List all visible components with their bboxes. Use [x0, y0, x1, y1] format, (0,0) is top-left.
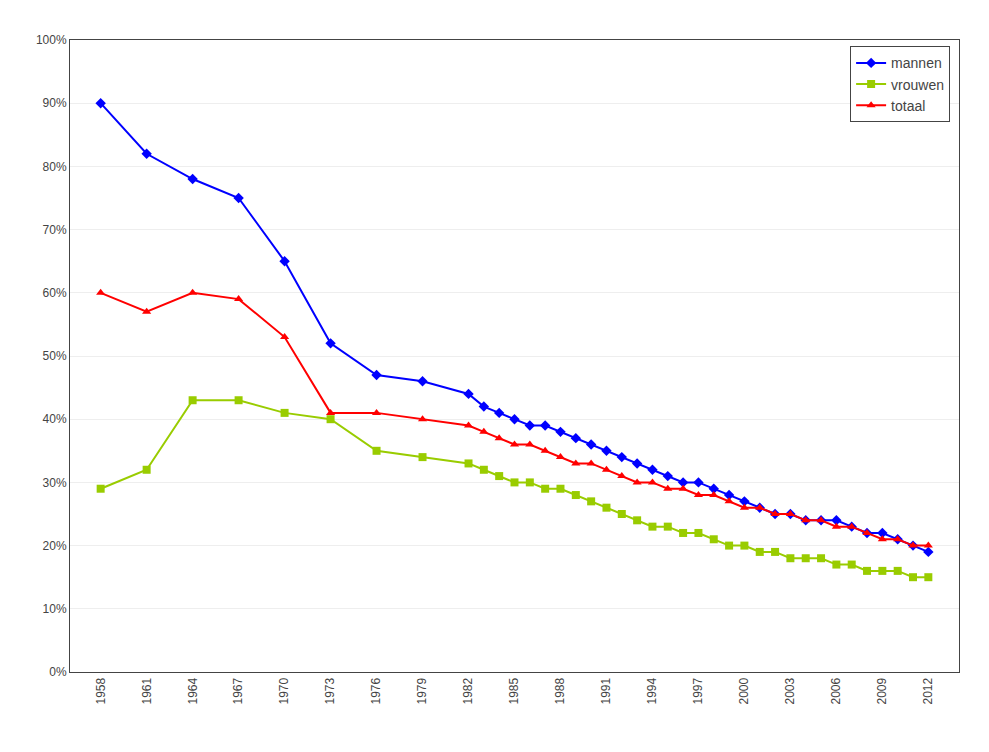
svg-text:1973: 1973 — [323, 677, 337, 704]
svg-text:1988: 1988 — [553, 677, 567, 704]
svg-text:2003: 2003 — [783, 677, 797, 704]
svg-text:1985: 1985 — [507, 677, 521, 704]
svg-text:1970: 1970 — [277, 677, 291, 704]
svg-text:1976: 1976 — [369, 677, 383, 704]
svg-text:1997: 1997 — [691, 677, 705, 704]
svg-text:20%: 20% — [43, 539, 67, 553]
svg-text:mannen: mannen — [891, 55, 942, 71]
svg-text:70%: 70% — [43, 223, 67, 237]
svg-text:1964: 1964 — [186, 677, 200, 704]
svg-text:50%: 50% — [43, 349, 67, 363]
svg-text:1967: 1967 — [232, 677, 246, 704]
svg-text:1982: 1982 — [461, 677, 475, 704]
svg-text:60%: 60% — [43, 286, 67, 300]
svg-text:2000: 2000 — [737, 677, 751, 704]
svg-text:40%: 40% — [43, 412, 67, 426]
svg-text:1994: 1994 — [645, 677, 659, 704]
svg-text:30%: 30% — [43, 476, 67, 490]
svg-text:2006: 2006 — [829, 677, 843, 704]
svg-text:1958: 1958 — [94, 677, 108, 704]
svg-text:totaal: totaal — [891, 98, 925, 114]
svg-text:100%: 100% — [36, 33, 67, 47]
svg-text:1991: 1991 — [599, 677, 613, 704]
svg-text:1979: 1979 — [415, 677, 429, 704]
svg-text:80%: 80% — [43, 160, 67, 174]
svg-text:90%: 90% — [43, 96, 67, 110]
svg-text:vrouwen: vrouwen — [891, 77, 944, 93]
svg-text:2009: 2009 — [875, 677, 889, 704]
svg-text:1961: 1961 — [140, 677, 154, 704]
svg-text:0%: 0% — [49, 665, 67, 679]
svg-text:10%: 10% — [43, 602, 67, 616]
svg-text:2012: 2012 — [921, 677, 935, 704]
